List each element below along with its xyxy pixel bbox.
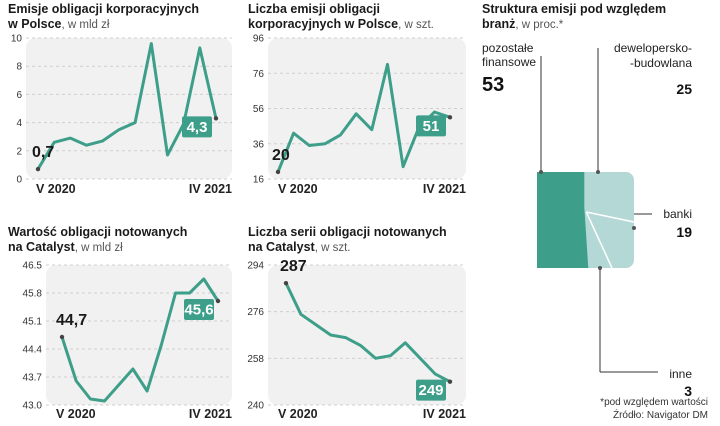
y-tick-label: 56 — [253, 104, 265, 115]
structure-chart: Struktura emisji pod względem branż, w p… — [482, 2, 692, 399]
y-tick-label: 8 — [16, 62, 22, 73]
leader-dot — [598, 266, 602, 270]
first-value-label: 287 — [280, 258, 307, 275]
y-tick-label: 16 — [253, 175, 265, 186]
chart2-title-line2: korporacyjnych w Polsce, w szt. — [248, 17, 434, 31]
leader-dot — [596, 170, 600, 174]
y-tick-label: 96 — [253, 34, 265, 45]
first-value-label: 44,7 — [56, 312, 87, 329]
y-tick-label: 45.8 — [23, 289, 43, 300]
x-start-label: V 2020 — [36, 182, 76, 196]
value-inne: 3 — [684, 383, 692, 399]
last-value-label: 249 — [418, 382, 443, 399]
data-point — [275, 169, 281, 175]
y-tick-label: 240 — [247, 401, 264, 412]
separator-banki — [586, 211, 635, 223]
chart1-plot: 10 8 6 4 2 0 0,7 4,3 V 2020 IV 2021 — [11, 34, 232, 197]
label-pozostale-line2: finansowe — [482, 55, 536, 69]
label-inne: inne — [669, 367, 692, 381]
chart2-plot: 96 76 56 36 16 20 51 V 2020 IV 2021 — [253, 34, 466, 197]
y-tick-label: 36 — [253, 139, 265, 150]
x-end-label: IV 2021 — [189, 407, 232, 421]
x-start-label: V 2020 — [56, 407, 96, 421]
y-tick-label: 6 — [16, 90, 22, 101]
y-tick-label: 46.5 — [23, 261, 43, 272]
y-tick-label: 45.1 — [23, 317, 43, 328]
last-value-badge — [184, 299, 214, 320]
footnote: *pod względem wartości — [600, 397, 708, 408]
label-deweloperska-line1: dewelopersko- — [614, 41, 692, 55]
leader-dot — [632, 226, 636, 230]
chart4-plot: 294 276 258 240 287 249 V 2020 IV 2021 — [247, 258, 466, 421]
label-deweloperska-line2: -budowlana — [630, 56, 692, 70]
chart2-title-line1: Liczba emisji obligacji — [248, 2, 380, 16]
x-start-label: V 2020 — [278, 182, 318, 196]
structure-title-line1: Struktura emisji pod względem — [482, 2, 666, 16]
y-tick-label: 43.0 — [23, 401, 43, 412]
series-line — [36, 42, 218, 171]
leader-dot — [539, 170, 543, 174]
source-note: Źródło: Navigator DM — [613, 408, 708, 421]
first-value-label: 20 — [272, 147, 290, 164]
series-line — [284, 281, 452, 384]
y-tick-label: 294 — [247, 261, 264, 272]
x-end-label: IV 2021 — [423, 407, 466, 421]
label-banki: banki — [663, 207, 692, 221]
last-value-badge — [416, 379, 446, 401]
segment-pozostale-finansowe — [537, 172, 589, 268]
chart4-title-line1: Liczba serii obligacji notowanych — [248, 225, 447, 239]
y-tick-label: 276 — [247, 307, 264, 318]
chart3-plot: 46.5 45.8 45.1 44.4 43.7 43.0 44,7 45,6 V 2020 IV… — [23, 261, 233, 422]
y-tick-label: 10 — [11, 34, 23, 45]
last-value-label: 45,6 — [184, 302, 213, 319]
last-value-badge — [182, 116, 212, 138]
label-pozostale-line1: pozostałe — [482, 41, 534, 55]
chart-catalyst-series: Liczba serii obligacji notowanych na Cat… — [247, 225, 466, 421]
y-tick-label: 0 — [16, 175, 22, 186]
last-value-label: 4,3 — [187, 119, 208, 136]
y-tick-label: 44.4 — [23, 345, 43, 356]
chart4-title-line2: na Catalyst, w szt. — [248, 240, 350, 254]
separator-inne — [585, 211, 613, 269]
structure-title-line2: branż, w proc.* — [482, 17, 564, 31]
chart1-title-line2: w Polsce, w mld zł — [7, 17, 110, 31]
chart3-title-line1: Wartość obligacji notowanych — [8, 225, 187, 239]
chart3-title-line2: na Catalyst, w mld zł — [8, 240, 123, 254]
data-point — [213, 116, 219, 121]
data-point — [35, 166, 41, 172]
x-end-label: IV 2021 — [423, 182, 466, 196]
first-value-label: 0,7 — [32, 144, 54, 161]
value-banki: 19 — [676, 224, 692, 240]
chart-bond-issues-count: Liczba emisji obligacji korporacyjnych w… — [248, 2, 466, 196]
data-point — [59, 334, 65, 340]
last-value-badge — [416, 115, 446, 137]
plot-background — [268, 265, 466, 405]
data-point — [215, 298, 221, 304]
series-line — [60, 277, 220, 403]
chart1-title-line1: Emisje obligacji korporacyjnych — [8, 2, 199, 16]
data-point — [283, 280, 289, 286]
y-tick-label: 43.7 — [23, 373, 43, 384]
y-tick-label: 76 — [253, 69, 265, 80]
x-start-label: V 2020 — [278, 407, 318, 421]
value-deweloperska: 25 — [676, 81, 692, 97]
last-value-label: 51 — [423, 118, 440, 135]
x-end-label: IV 2021 — [189, 182, 232, 196]
y-tick-label: 258 — [247, 354, 264, 365]
value-pozostale: 53 — [482, 74, 504, 96]
chart-bond-issues-value: Emisje obligacji korporacyjnych w Polsce… — [7, 2, 232, 196]
plot-background — [26, 38, 232, 179]
y-tick-label: 4 — [16, 118, 22, 129]
data-point — [447, 379, 453, 384]
y-tick-label: 2 — [16, 146, 22, 157]
plot-background — [46, 265, 232, 405]
chart-catalyst-value: Wartość obligacji notowanych na Catalyst… — [8, 225, 232, 421]
data-point — [447, 115, 453, 120]
